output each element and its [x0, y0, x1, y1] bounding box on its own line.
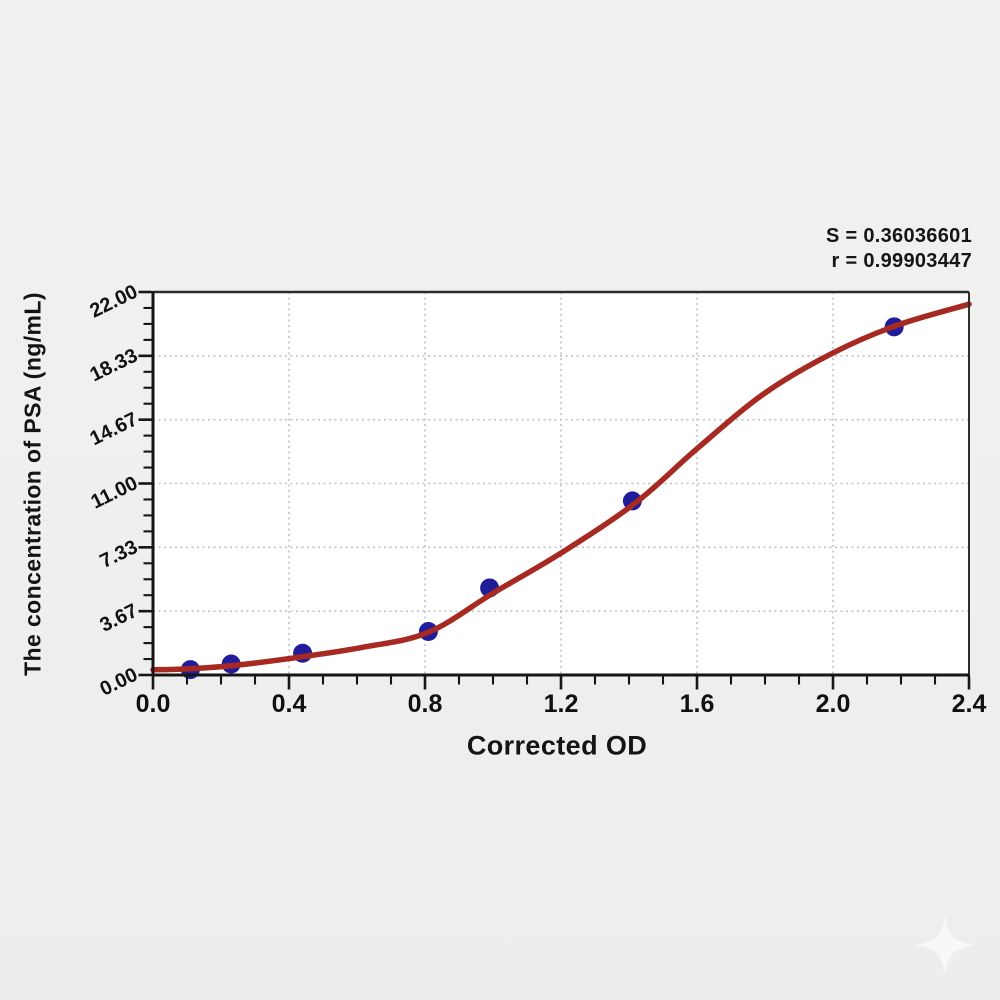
x-tick-label: 2.4 — [952, 690, 987, 718]
x-tick-label: 1.6 — [680, 690, 715, 718]
fit-curve-line — [150, 301, 972, 673]
x-axis-title: Corrected OD — [466, 730, 648, 761]
y-tick-label: 0.00 — [97, 664, 142, 701]
y-tick-label: 11.00 — [88, 472, 142, 513]
fit-statistics: S = 0.36036601 r = 0.99903447 — [826, 224, 972, 274]
y-tick-label: 14.67 — [87, 408, 142, 450]
fit-s-value: S = 0.36036601 — [826, 225, 972, 247]
fit-r-value: r = 0.99903447 — [831, 250, 972, 272]
y-tick-label: 7.33 — [97, 536, 142, 573]
y-tick-label: 18.33 — [87, 345, 142, 387]
x-tick-label: 2.0 — [816, 690, 851, 718]
sparkle-watermark-icon — [915, 915, 975, 975]
y-tick-label: 22.00 — [87, 281, 142, 323]
x-tick-label: 0.4 — [272, 690, 307, 718]
x-tick-label: 0.8 — [408, 690, 443, 718]
x-tick-label: 0.0 — [136, 690, 171, 718]
y-tick-label: 3.67 — [97, 600, 142, 637]
x-tick-label: 1.2 — [544, 690, 579, 718]
